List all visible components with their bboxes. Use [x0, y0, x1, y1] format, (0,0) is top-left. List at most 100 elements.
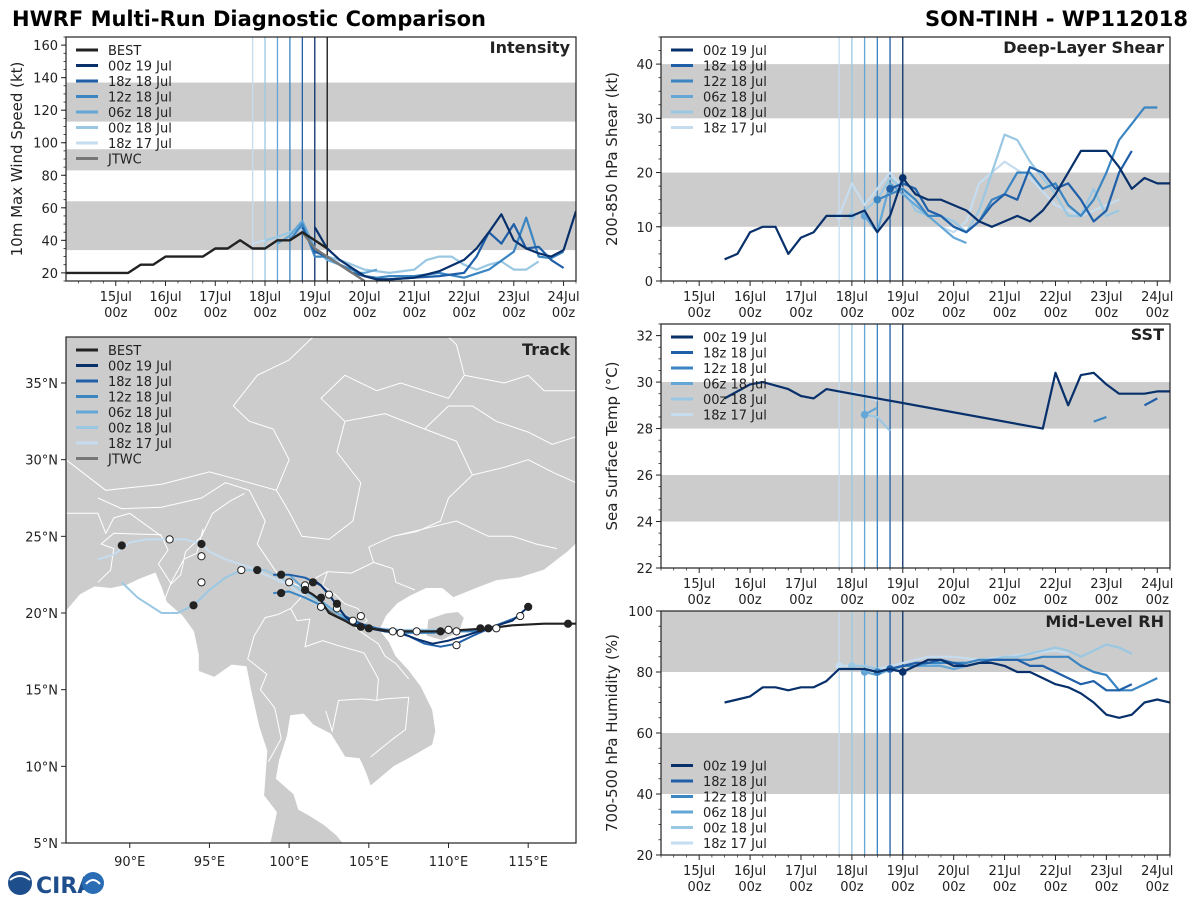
track-position-marker [388, 627, 397, 636]
sst-xtick-date: 15Jul [683, 577, 715, 592]
track-position-marker [476, 624, 485, 633]
intensity-xtick-date: 17Jul [199, 290, 231, 305]
rh-ytick-label: 20 [636, 849, 653, 864]
intensity-legend-label: JTWC [107, 153, 142, 168]
rh-init-point [848, 662, 856, 670]
intensity-ylabel: 10m Max Wind Speed (kt) [8, 62, 26, 257]
track-position-marker [563, 619, 573, 628]
intensity-legend-label: 18z 18 Jul [108, 75, 172, 90]
sst-series-line [1143, 397, 1158, 407]
shear-panel-title: Deep-Layer Shear [1003, 38, 1164, 57]
rh-xtick-date: 15Jul [683, 864, 715, 879]
sst-xtick-hour: 00z [687, 593, 711, 608]
track-position-marker [444, 625, 453, 634]
track-ytick-label: 5°N [34, 837, 59, 852]
intensity-xtick-date: 18Jul [249, 290, 281, 305]
track-position-marker [516, 611, 525, 621]
rh-panel: 20 40 60 80 100 700-500 hPa Humidity (%) 15Jul… [603, 605, 1173, 895]
sst-panel-title: SST [1131, 325, 1164, 344]
track-position-marker [452, 641, 461, 650]
sst-ylabel: Sea Surface Temp (°C) [603, 361, 621, 530]
intensity-xtick-hour: 00z [452, 306, 476, 321]
track-position-marker [396, 628, 405, 638]
shear-xtick-date: 16Jul [734, 290, 766, 305]
track-position-marker [316, 602, 326, 611]
track-country-border [472, 459, 576, 484]
shear-series-line [889, 150, 1133, 234]
intensity-xtick-hour: 00z [154, 306, 178, 321]
cira-logo-swoosh [9, 875, 31, 881]
track-ytick-label: 10°N [25, 760, 58, 775]
track-land-mass [425, 610, 465, 642]
track-position-marker [492, 624, 501, 633]
shear-xtick-date: 21Jul [988, 290, 1020, 305]
intensity-panel-title: Intensity [490, 38, 571, 57]
rh-legend-label: 06z 18 Jul [703, 806, 767, 821]
shear-shade-band [661, 64, 1170, 119]
rh-shade-band [661, 733, 1170, 794]
intensity-ytick-label: 40 [41, 234, 58, 249]
track-country-border [464, 374, 576, 392]
sst-legend-label: 12z 18 Jul [703, 362, 767, 377]
rh-xtick-date: 18Jul [836, 864, 868, 879]
shear-xtick-date: 17Jul [785, 290, 817, 305]
sst-xtick-hour: 00z [1146, 593, 1170, 608]
intensity-ytick-label: 140 [33, 72, 58, 87]
sst-legend-label: 00z 18 Jul [703, 393, 767, 408]
track-position-marker [364, 624, 373, 633]
intensity-xtick-date: 16Jul [149, 290, 181, 305]
sst-ytick-label: 22 [636, 562, 653, 577]
intensity-ytick-label: 120 [33, 104, 58, 119]
rh-series-line [889, 658, 1133, 692]
track-position-marker [524, 602, 533, 611]
shear-xtick-hour: 00z [1146, 306, 1170, 321]
track-country-border [66, 413, 474, 563]
intensity-shade-band [66, 149, 576, 171]
figure-title-right: SON-TINH - WP112018 [925, 7, 1188, 31]
track-xtick-label: 105°E [349, 855, 389, 870]
intensity-xtick-date: 15Jul [100, 290, 132, 305]
shear-xtick-hour: 00z [840, 306, 864, 321]
sst-legend-label: 18z 18 Jul [703, 347, 767, 362]
sst-init-point [860, 410, 869, 419]
sst-series-line [1093, 415, 1107, 423]
track-position-marker [277, 570, 286, 579]
intensity-legend-label: BEST [108, 44, 141, 59]
rh-xtick-hour: 00z [1095, 880, 1119, 895]
sst-series-line [724, 371, 1170, 430]
track-panel-title: Track [522, 340, 570, 359]
intensity-xtick-date: 21Jul [398, 290, 430, 305]
intensity-xtick-hour: 00z [303, 306, 327, 321]
rh-panel-title: Mid-Level RH [1045, 612, 1164, 631]
sst-legend-label: 00z 19 Jul [703, 331, 767, 346]
sst-xtick-date: 23Jul [1090, 577, 1122, 592]
intensity-ytick-label: 80 [41, 169, 58, 184]
track-xtick-label: 95°E [194, 855, 225, 870]
cira-logo: CIRA [8, 871, 104, 899]
rh-xtick-hour: 00z [942, 880, 966, 895]
rh-xtick-date: 21Jul [988, 864, 1020, 879]
track-legend-label: 00z 18 Jul [108, 422, 172, 437]
track-xtick-label: 110°E [429, 855, 469, 870]
track-position-marker [356, 611, 365, 621]
track-legend-label: 12z 18 Jul [108, 391, 172, 406]
rh-ytick-label: 40 [636, 788, 653, 803]
shear-ytick-label: 20 [636, 167, 653, 182]
rh-xtick-date: 19Jul [887, 864, 919, 879]
intensity-ytick-label: 20 [41, 267, 58, 282]
intensity-panel: 20 40 60 80 100 120 140 160 10m Max Wind Speed (… [8, 36, 580, 321]
shear-xtick-date: 23Jul [1090, 290, 1122, 305]
intensity-xtick-hour: 00z [253, 306, 277, 321]
shear-init-point [886, 185, 894, 193]
intensity-shade-band [66, 201, 576, 251]
intensity-shade-band [66, 82, 576, 122]
intensity-ytick-label: 60 [41, 202, 58, 217]
sst-xtick-hour: 00z [738, 593, 762, 608]
track-xtick-label: 90°E [114, 855, 145, 870]
track-ytick-label: 30°N [25, 454, 58, 469]
track-ytick-label: 25°N [25, 530, 58, 545]
intensity-series-line [313, 210, 576, 281]
intensity-xtick-hour: 00z [204, 306, 228, 321]
rh-legend-label: 12z 18 Jul [703, 791, 767, 806]
